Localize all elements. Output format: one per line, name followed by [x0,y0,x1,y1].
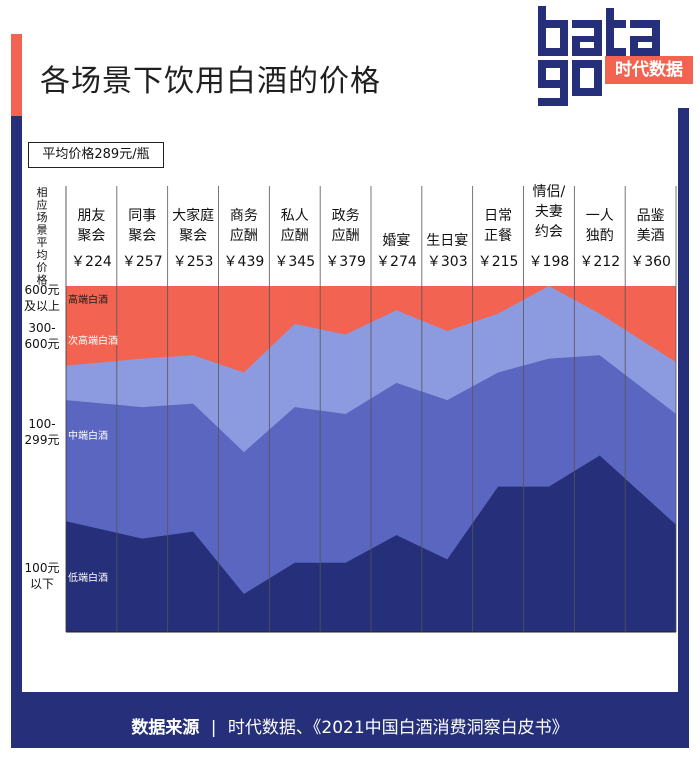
series-labels: 低端白酒 中端白酒 次高端白酒 高端白酒 [68,293,118,584]
category-price: ￥215 [478,254,519,270]
category-name: 聚会 [179,228,207,244]
average-price-label: 平均价格289元/瓶 [28,142,164,168]
data-good-logo [532,0,700,108]
y-range-label: 100- [28,417,55,431]
category-price: ￥379 [325,254,366,270]
category-name: 正餐 [484,228,512,244]
category-price: ￥212 [579,254,620,270]
series-label: 次高端白酒 [68,334,118,347]
category-price: ￥439 [224,254,265,270]
category-name: 私人 [281,208,309,224]
series-label: 中端白酒 [68,429,108,442]
y-range-label: 300- [28,321,55,335]
y-axis-title: 相应场景平均价格 [37,186,48,287]
category-name: 聚会 [128,228,156,244]
category-price: ￥253 [173,254,214,270]
category-name: 应酬 [332,227,360,244]
footer-label: 数据来源 [131,718,200,738]
y-range-label: 及以上 [24,299,60,313]
y-range-label: 以下 [30,577,54,591]
y-range-label: 600元 [25,283,60,297]
series-label: 低端白酒 [68,571,108,584]
category-price: ￥274 [376,254,417,270]
category-labels: 朋友聚会￥224同事聚会￥257大家庭聚会￥253商务应酬￥439私人应酬￥34… [71,184,671,270]
category-name: 朋友 [77,208,105,224]
category-name: 品鉴 [637,208,665,224]
category-name: 约会 [535,224,563,240]
category-name: 美酒 [637,228,665,244]
logo-mark [538,6,660,106]
category-name: 大家庭 [172,207,214,224]
y-range-label: 100元 [25,561,60,575]
stacked-area-chart: 朋友聚会￥224同事聚会￥257大家庭聚会￥253商务应酬￥439私人应酬￥34… [24,184,677,633]
category-name: 独酌 [586,228,614,244]
category-name: 生日宴 [426,232,468,249]
frame-left-bar [11,116,22,748]
logo-badge: 时代数据 [605,56,693,84]
accent-red-block [11,34,22,116]
page-title: 各场景下饮用白酒的价格 [40,64,381,99]
category-dividers [65,186,677,633]
frame-bottom-bar [11,692,689,748]
category-name: 一人 [586,208,614,224]
category-price: ￥224 [71,254,112,270]
category-price: ￥198 [529,254,570,270]
category-name: 应酬 [230,227,258,244]
frame-right-bar [678,108,689,748]
category-name: 情侣/ [533,184,566,200]
y-range-label: 299元 [25,433,60,447]
category-name: 同事 [128,208,156,224]
footer-separator: | [210,718,217,738]
category-name: 商务 [230,208,258,224]
category-name: 政务 [332,208,360,224]
series-label: 高端白酒 [68,293,108,306]
footer-text: 时代数据、《2021中国白酒消费洞察白皮书》 [227,718,569,738]
category-name: 聚会 [77,228,105,244]
category-price: ￥303 [427,254,468,270]
category-name: 应酬 [281,227,309,244]
category-name: 夫妻 [535,204,563,220]
category-name: 婚宴 [382,232,410,249]
category-price: ￥345 [274,254,315,270]
footer-source: 数据来源 | 时代数据、《2021中国白酒消费洞察白皮书》 [0,708,700,748]
category-price: ￥360 [630,254,671,270]
category-price: ￥257 [122,254,163,270]
category-name: 日常 [484,208,512,224]
y-range-label: 600元 [25,337,60,351]
